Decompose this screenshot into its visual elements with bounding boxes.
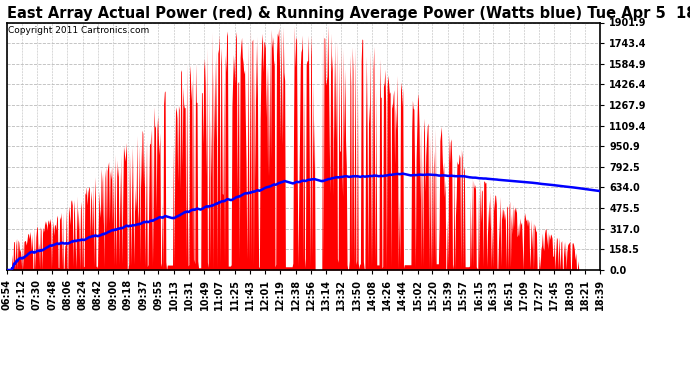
- Text: Copyright 2011 Cartronics.com: Copyright 2011 Cartronics.com: [8, 26, 149, 35]
- Text: East Array Actual Power (red) & Running Average Power (Watts blue) Tue Apr 5  18: East Array Actual Power (red) & Running …: [7, 6, 690, 21]
